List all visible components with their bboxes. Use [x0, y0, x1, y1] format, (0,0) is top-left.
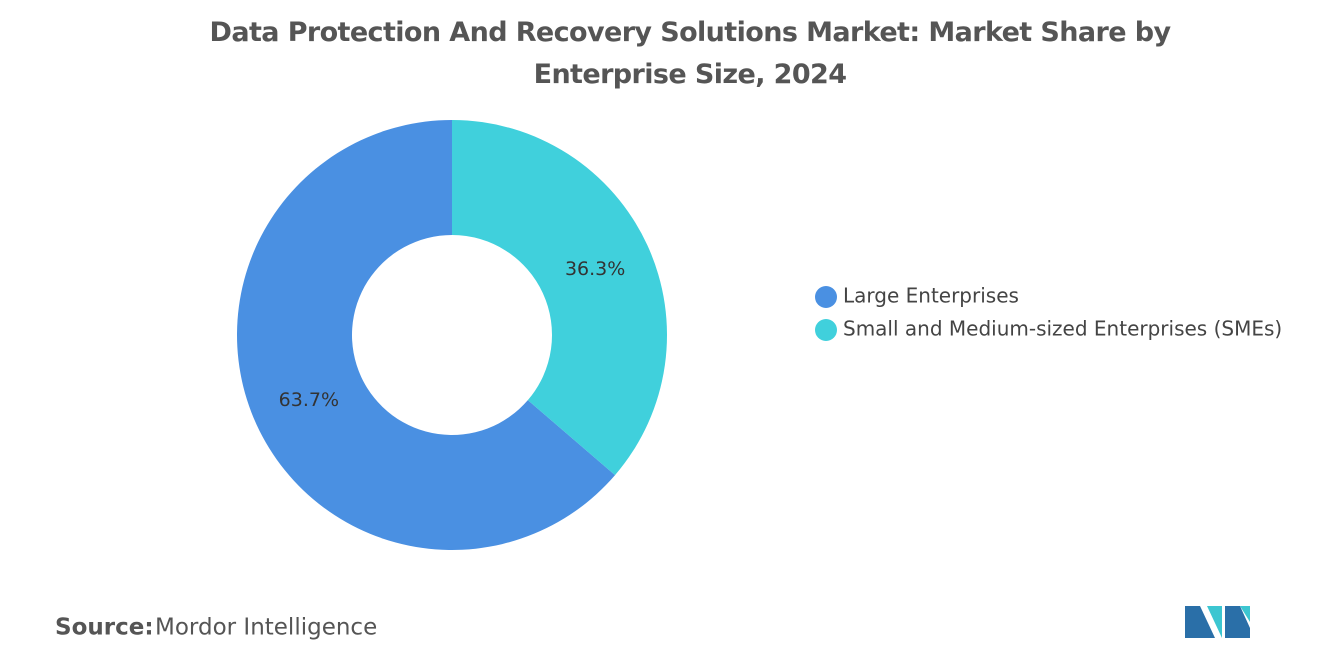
legend-marker: [815, 319, 837, 341]
data-label: 36.3%: [565, 258, 625, 280]
legend-marker: [815, 286, 837, 308]
legend-label: Small and Medium-sized Enterprises (SMEs…: [843, 317, 1282, 341]
logo: [1185, 606, 1250, 638]
source-label: Source:: [55, 615, 154, 641]
legend-label: Large Enterprises: [843, 284, 1019, 308]
chart-title: Data Protection And Recovery Solutions M…: [209, 17, 1172, 90]
data-label: 63.7%: [279, 389, 339, 411]
pie-slice: [452, 120, 667, 476]
source: Mordor Intelligence: [155, 615, 377, 641]
pie-slice: [237, 120, 616, 551]
